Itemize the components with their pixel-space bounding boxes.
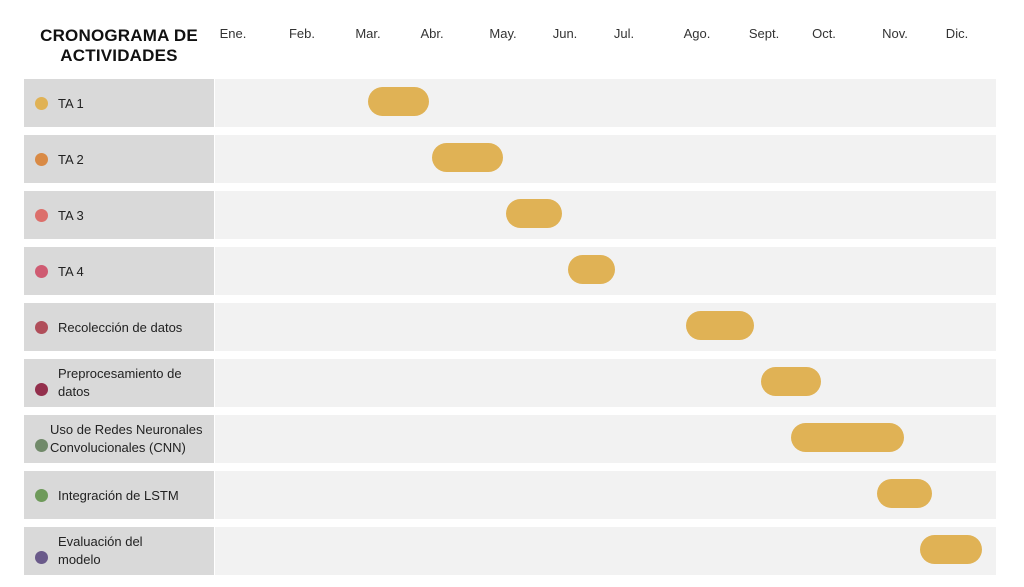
task-bar [506, 199, 562, 228]
task-label: TA 4 [58, 263, 84, 281]
task-color-dot [35, 97, 48, 110]
task-label: TA 2 [58, 151, 84, 169]
task-label: Integración de LSTM [58, 487, 179, 505]
task-label-cell: Evaluación del modelo [24, 527, 214, 575]
task-label: TA 3 [58, 207, 84, 225]
task-track [215, 471, 996, 519]
task-bar [760, 367, 821, 396]
task-track [215, 135, 996, 183]
task-row: TA 2 [24, 135, 996, 183]
task-color-dot [35, 321, 48, 334]
chart-title-line-2: ACTIVIDADES [60, 46, 178, 65]
task-color-dot [35, 383, 48, 396]
task-label-cell: Uso de Redes Neuronales Convolucionales (… [24, 415, 214, 463]
task-label-line: TA 4 [58, 264, 84, 279]
task-color-dot [35, 551, 48, 564]
task-color-dot [35, 265, 48, 278]
task-label-line: TA 2 [58, 152, 84, 167]
task-bar [368, 87, 429, 116]
task-color-dot [35, 153, 48, 166]
task-label-cell: Integración de LSTM [24, 471, 214, 519]
task-label: TA 1 [58, 95, 84, 113]
task-label-cell: TA 3 [24, 191, 214, 239]
task-label-line: TA 3 [58, 208, 84, 223]
task-bar [567, 255, 616, 284]
month-label: Feb. [288, 26, 316, 41]
task-bar [686, 311, 754, 340]
task-label-cell: TA 4 [24, 247, 214, 295]
month-label: May. [489, 26, 517, 41]
month-label: Oct. [812, 26, 836, 41]
month-label: Dic. [945, 26, 969, 41]
task-track [215, 191, 996, 239]
task-label-line: datos [58, 384, 90, 399]
task-label-line: Convolucionales (CNN) [50, 440, 186, 455]
task-label-line: Integración de LSTM [58, 488, 179, 503]
month-label: Jun. [552, 26, 578, 41]
month-label: Ene. [219, 26, 247, 41]
task-row: TA 4 [24, 247, 996, 295]
task-label-cell: TA 1 [24, 79, 214, 127]
task-label-line: Uso de Redes Neuronales [50, 422, 203, 437]
task-label-line: Recolección de datos [58, 320, 183, 335]
task-row: Preprocesamiento de datos [24, 359, 996, 407]
task-label-line: Preprocesamiento de [58, 366, 182, 381]
chart-title: CRONOGRAMA DE ACTIVIDADES [24, 26, 214, 66]
chart-title-line-1: CRONOGRAMA DE [40, 26, 198, 45]
task-row: TA 3 [24, 191, 996, 239]
task-track [215, 79, 996, 127]
task-label-cell: Preprocesamiento de datos [24, 359, 214, 407]
task-label: Preprocesamiento de datos [58, 365, 182, 401]
task-label-line: TA 1 [58, 96, 84, 111]
month-label: Ago. [683, 26, 711, 41]
task-label: Uso de Redes Neuronales Convolucionales (… [50, 421, 202, 457]
task-row: TA 1 [24, 79, 996, 127]
task-row: Evaluación del modelo [24, 527, 996, 575]
task-label-cell: Recolección de datos [24, 303, 214, 351]
month-label: Nov. [882, 26, 908, 41]
task-label-cell: TA 2 [24, 135, 214, 183]
task-color-dot [35, 489, 48, 502]
task-bar [919, 535, 982, 564]
task-label: Evaluación del modelo [58, 533, 143, 569]
task-label: Recolección de datos [58, 319, 182, 337]
task-color-dot [35, 209, 48, 222]
task-bar [791, 423, 905, 452]
task-color-dot [35, 439, 48, 452]
task-row: Integración de LSTM [24, 471, 996, 519]
task-track [215, 527, 996, 575]
task-row: Uso de Redes Neuronales Convolucionales (… [24, 415, 996, 463]
task-track [215, 303, 996, 351]
task-bar [877, 479, 933, 508]
task-label-line: modelo [58, 552, 101, 567]
month-label: Abr. [420, 26, 444, 41]
task-bar [432, 143, 503, 172]
month-label: Jul. [613, 26, 635, 41]
task-row: Recolección de datos [24, 303, 996, 351]
month-label: Sept. [748, 26, 780, 41]
month-label: Mar. [355, 26, 381, 41]
task-label-line: Evaluación del [58, 534, 143, 549]
task-track [215, 359, 996, 407]
